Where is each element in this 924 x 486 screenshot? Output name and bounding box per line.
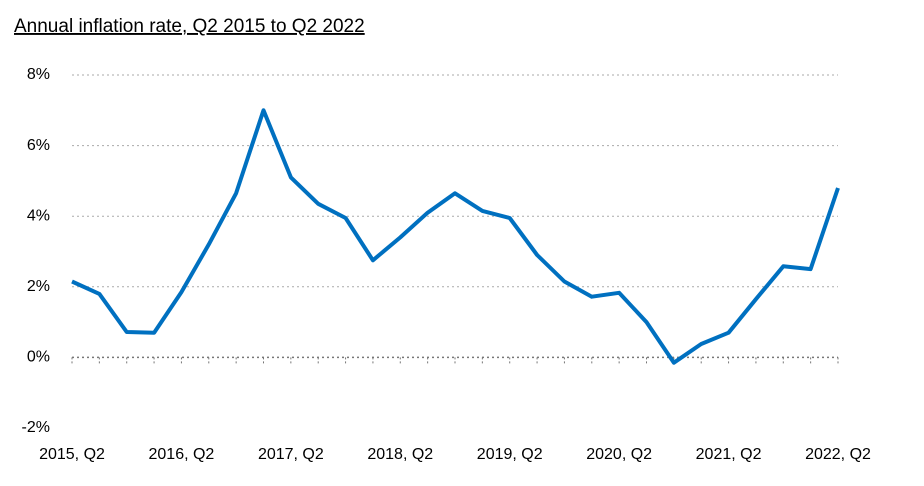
y-tick-label: 6%	[27, 137, 50, 154]
chart-title: Annual inflation rate, Q2 2015 to Q2 202…	[14, 16, 365, 37]
x-tick-label: 2016, Q2	[149, 446, 215, 463]
x-tick-label: 2022, Q2	[805, 446, 871, 463]
y-tick-label: -2%	[22, 419, 50, 436]
x-tick-label: 2015, Q2	[39, 446, 105, 463]
x-tick-label: 2019, Q2	[477, 446, 543, 463]
y-tick-label: 0%	[27, 349, 50, 366]
x-tick-label: 2018, Q2	[367, 446, 433, 463]
y-tick-label: 2%	[27, 278, 50, 295]
y-tick-label: 8%	[27, 66, 50, 83]
y-tick-label: 4%	[27, 207, 50, 224]
x-tick-label: 2020, Q2	[586, 446, 652, 463]
x-tick-label: 2017, Q2	[258, 446, 324, 463]
data-line	[71, 108, 840, 365]
x-tick-label: 2021, Q2	[696, 446, 762, 463]
